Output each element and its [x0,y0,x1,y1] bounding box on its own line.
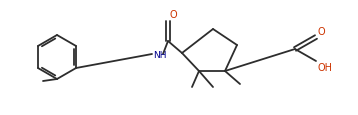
Text: NH: NH [153,51,166,60]
Text: O: O [170,10,178,20]
Text: O: O [317,27,325,37]
Text: OH: OH [317,62,332,72]
